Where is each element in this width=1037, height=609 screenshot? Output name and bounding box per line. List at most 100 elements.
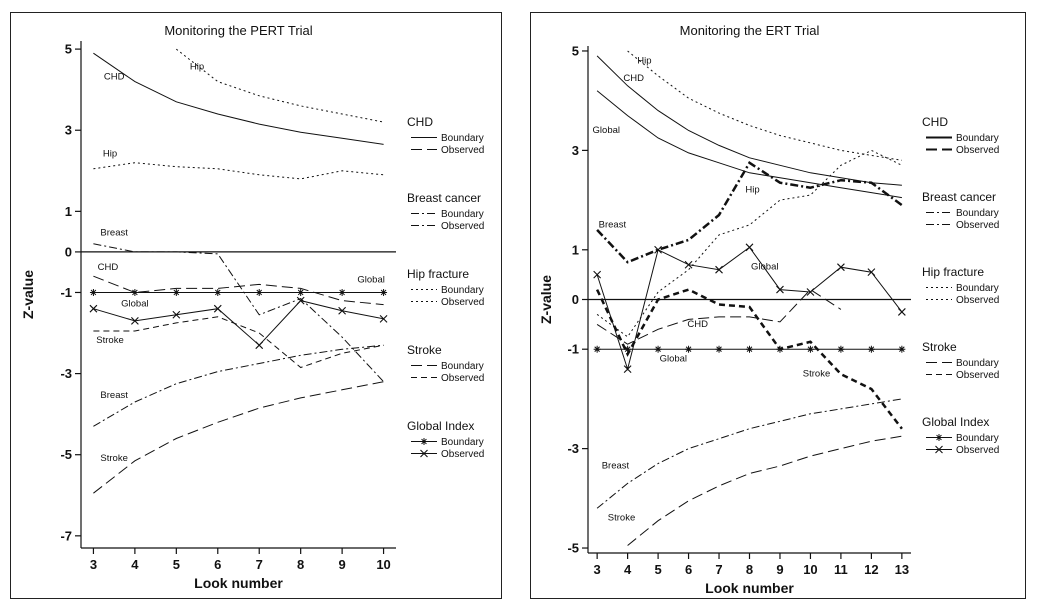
annotation-chd: CHD bbox=[98, 262, 119, 273]
series-line-hip-fracture-boundary bbox=[627, 50, 902, 161]
data-point-global-index-observed bbox=[379, 314, 388, 323]
data-point-global-index-observed bbox=[213, 304, 222, 313]
annotation-stroke: Stroke bbox=[100, 453, 127, 464]
series-line-global-index-observed bbox=[93, 300, 384, 346]
x-tick-label: 7 bbox=[256, 557, 263, 572]
data-point-global-index-boundary bbox=[685, 345, 693, 353]
series-line-breast-cancer-boundary bbox=[596, 398, 902, 509]
legend-label-boundary: Boundary bbox=[441, 361, 484, 372]
legend-heading-hip-fracture: Hip fracture bbox=[922, 265, 984, 279]
series-line-stroke-boundary bbox=[627, 435, 902, 546]
data-point-global-index-observed bbox=[897, 308, 906, 316]
annotation-global: Global bbox=[751, 262, 778, 273]
legend-heading-breast-cancer: Breast cancer bbox=[922, 190, 996, 204]
x-tick-label: 10 bbox=[376, 557, 390, 572]
legend-marker-global-index bbox=[935, 445, 943, 454]
annotation-breast: Breast bbox=[602, 461, 630, 472]
data-point-global-index-boundary bbox=[806, 345, 814, 353]
data-point-global-index-observed bbox=[89, 304, 98, 313]
data-point-global-index-boundary bbox=[624, 345, 632, 353]
chart-title: Monitoring the PERT Trial bbox=[164, 23, 312, 38]
data-point-global-index-observed bbox=[776, 285, 784, 294]
data-point-global-index-boundary bbox=[338, 288, 346, 296]
legend-label-observed: Observed bbox=[441, 449, 484, 460]
data-point-global-index-boundary bbox=[131, 288, 139, 296]
y-tick-label: -3 bbox=[567, 441, 579, 456]
series-line-chd-observed bbox=[93, 275, 384, 306]
y-tick-label: -7 bbox=[60, 528, 72, 543]
legend-label-observed: Observed bbox=[956, 370, 999, 381]
series-line-chd-boundary bbox=[93, 52, 384, 145]
data-point-global-index-observed bbox=[255, 341, 264, 350]
annotation-breast: Breast bbox=[100, 390, 128, 401]
legend-marker-global-index bbox=[935, 434, 943, 441]
data-point-global-index-boundary bbox=[172, 288, 180, 296]
chart-title: Monitoring the ERT Trial bbox=[680, 23, 820, 38]
annotation-global: Global bbox=[660, 354, 687, 365]
annotation-stroke: Stroke bbox=[608, 513, 635, 524]
legend-heading-global-index: Global Index bbox=[922, 415, 989, 429]
data-point-global-index-boundary bbox=[380, 288, 388, 296]
series-line-stroke-observed bbox=[595, 288, 903, 430]
data-point-global-index-observed bbox=[296, 296, 305, 305]
series-line-chd-observed bbox=[596, 288, 842, 345]
legend-label-boundary: Boundary bbox=[441, 209, 484, 220]
legend-label-boundary: Boundary bbox=[441, 285, 484, 296]
y-tick-label: 5 bbox=[65, 42, 72, 57]
legend-heading-stroke: Stroke bbox=[922, 340, 957, 354]
x-tick-label: 9 bbox=[776, 562, 783, 577]
annotation-chd: CHD bbox=[104, 72, 125, 83]
y-tick-label: -1 bbox=[567, 342, 579, 357]
x-tick-label: 3 bbox=[594, 562, 601, 577]
annotation-hip: Hip bbox=[745, 185, 759, 196]
series-line-hip-fracture-observed bbox=[93, 162, 384, 180]
legend-label-boundary: Boundary bbox=[956, 358, 999, 369]
legend-label-observed: Observed bbox=[441, 221, 484, 232]
y-tick-label: -3 bbox=[60, 366, 72, 381]
data-point-global-index-boundary bbox=[867, 345, 875, 353]
legend-label-observed: Observed bbox=[441, 373, 484, 384]
x-tick-label: 6 bbox=[685, 562, 692, 577]
data-point-global-index-boundary bbox=[654, 345, 662, 353]
legend-label-observed: Observed bbox=[441, 145, 484, 156]
data-point-global-index-boundary bbox=[898, 345, 906, 353]
data-point-global-index-boundary bbox=[89, 288, 97, 296]
data-point-global-index-boundary bbox=[776, 345, 784, 353]
annotation-stroke: Stroke bbox=[96, 335, 123, 346]
annotation-global: Global bbox=[121, 299, 148, 310]
annotation-breast: Breast bbox=[100, 228, 128, 239]
data-point-global-index-boundary bbox=[837, 345, 845, 353]
annotation-global: Global bbox=[593, 125, 620, 136]
data-point-global-index-observed bbox=[867, 268, 876, 277]
annotation-breast: Breast bbox=[599, 219, 627, 230]
data-point-global-index-observed bbox=[623, 365, 632, 373]
annotation-hip: Hip bbox=[190, 61, 204, 72]
y-tick-label: 1 bbox=[65, 204, 72, 219]
data-point-global-index-observed bbox=[338, 306, 347, 315]
legend-heading-breast-cancer: Breast cancer bbox=[407, 191, 481, 205]
x-tick-label: 8 bbox=[297, 557, 304, 572]
data-point-global-index-observed bbox=[130, 316, 139, 325]
x-tick-label: 13 bbox=[895, 562, 909, 577]
x-tick-label: 4 bbox=[624, 562, 632, 577]
y-tick-label: 5 bbox=[572, 43, 579, 58]
legend-label-boundary: Boundary bbox=[956, 133, 999, 144]
y-tick-label: 3 bbox=[65, 123, 72, 138]
annotation-chd: CHD bbox=[623, 73, 644, 84]
data-point-global-index-observed bbox=[837, 263, 845, 272]
data-point-global-index-observed bbox=[593, 270, 602, 279]
x-tick-label: 9 bbox=[339, 557, 346, 572]
series-line-breast-cancer-observed bbox=[93, 243, 384, 383]
legend-label-observed: Observed bbox=[956, 145, 999, 156]
data-point-global-index-observed bbox=[715, 265, 723, 274]
legend-label-boundary: Boundary bbox=[441, 437, 484, 448]
data-point-global-index-boundary bbox=[715, 345, 723, 353]
y-tick-label: 0 bbox=[572, 292, 579, 307]
series-line-global-boundary bbox=[596, 90, 902, 199]
legend-label-boundary: Boundary bbox=[956, 283, 999, 294]
x-tick-label: 3 bbox=[90, 557, 97, 572]
data-point-global-index-boundary bbox=[255, 288, 263, 296]
x-tick-label: 7 bbox=[715, 562, 722, 577]
y-tick-label: 0 bbox=[65, 244, 72, 259]
